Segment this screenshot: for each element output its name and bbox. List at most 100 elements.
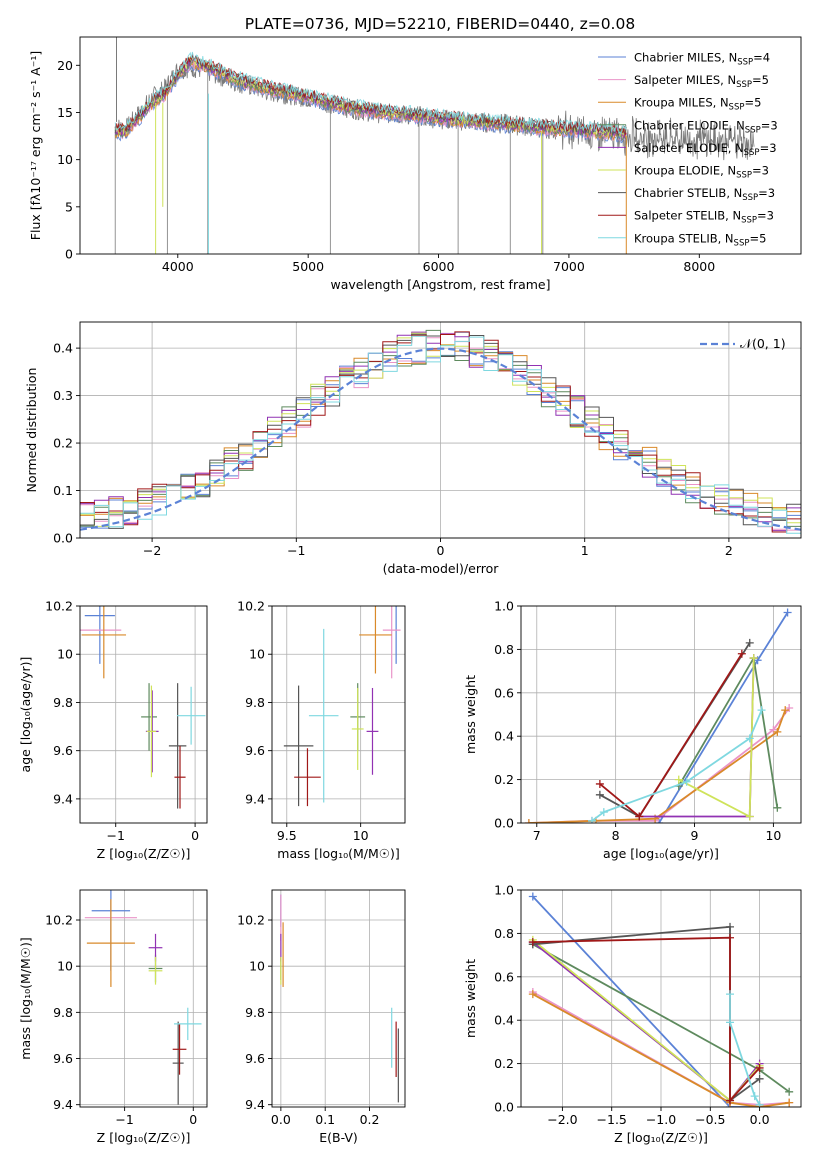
errorbar-point [146,685,157,778]
y-tick-label: 1.0 [494,599,514,614]
model-spectrum [114,51,627,136]
age-vs-metallicity-panel: −1 0 9.4 9.6 9.8 10 10.2 Z [log₁₀(Z/Z☉)] age [lo… [18,599,208,861]
axes-border [520,605,802,824]
y-tick-label: 10.2 [237,599,265,614]
x-tick-label: 6000 [423,259,455,274]
legend-entry: Chabrier ELODIE, NSSP=3 [634,118,778,135]
y-tick-label: 9.4 [245,791,265,806]
series-marker [755,1074,764,1083]
y-tick-label: 10 [249,959,265,974]
series-marker [745,734,754,743]
y-tick-label: 9.6 [245,1051,265,1066]
errorbar-point [81,606,127,679]
errorbar-point [176,686,206,745]
legend-entry: 𝒩(0, 1) [740,336,786,351]
weight-series [674,654,758,821]
legend-entry: Salpeter MILES, NSSP=5 [634,73,769,90]
plot-area [80,606,206,809]
series-marker [587,816,596,823]
y-tick-label: 0.2 [494,772,514,787]
weight-series [655,608,792,823]
y-tick-label: 9.8 [245,1005,265,1020]
y-tick-label: 20 [57,58,73,73]
y-tick-label: 10 [57,647,73,662]
gridlines [272,605,405,823]
y-tick-label: 9.4 [53,791,73,806]
y-tick-label: 0.0 [53,531,73,546]
y-axis-label: Flux [fλ10⁻¹⁷ erg cm⁻² s⁻¹ A⁻¹] [28,51,43,240]
series-line [658,612,789,823]
x-tick-label: 7000 [553,259,585,274]
y-tick-label: 5 [65,199,73,214]
axes-frame: −2.0 −1.5 −1.0 −0.5 0.0 0.0 0.2 0.4 0.6 0.8 1.0 Z [… [463,883,802,1145]
x-tick-label: 4000 [162,259,194,274]
x-tick-label: 0 [437,543,445,558]
y-tick-label: 0.4 [494,729,514,744]
age-vs-mass-panel: 9.5 10 9.4 9.6 9.8 10 10.2 mass [log₁₀(M/M☉)] [237,599,406,861]
x-axis-label: age [log₁₀(age/yr)] [603,846,719,861]
y-tick-label: 0.8 [494,642,514,657]
series-marker [785,1098,794,1107]
x-axis-label: Z [log₁₀(Z/Z☉)] [97,1130,191,1145]
errorbar-point [86,899,135,987]
axes-border [79,36,802,255]
y-tick-label: 0.0 [494,1100,514,1115]
x-tick-label: 7 [533,828,541,843]
y-tick-label: 9.4 [245,1097,265,1112]
x-axis-label: mass [log₁₀(M/M☉)] [277,846,399,861]
y-tick-label: 0.2 [494,1056,514,1071]
y-tick-label: 10 [249,647,265,662]
errorbar-point [308,628,339,803]
y-tick-label: 0.1 [53,483,73,498]
x-axis-label: (data-model)/error [383,561,500,576]
x-tick-label: 1 [581,543,589,558]
series-marker [750,1092,759,1101]
y-tick-label: 9.4 [53,1097,73,1112]
x-axis-label: E(B-V) [319,1130,358,1145]
axes-border [79,605,208,824]
x-tick-label: −2.0 [547,1112,577,1127]
series-line [599,642,751,818]
series-marker [528,990,537,999]
x-tick-label: 9.5 [277,828,297,843]
axes-border [271,889,406,1108]
y-tick-label: 9.8 [53,695,73,710]
y-tick-label: 10.2 [45,599,73,614]
x-axis-label: Z [log₁₀(Z/Z☉)] [614,1130,708,1145]
series-line [532,993,790,1107]
series-marker [745,812,754,821]
model-spectrum [114,55,627,137]
y-tick-label: 0.2 [53,436,73,451]
series-line [528,709,787,823]
series-marker [726,1018,735,1027]
x-tick-label: −0.5 [695,1112,725,1127]
x-tick-label: 0.0 [271,1112,291,1127]
x-tick-label: −1 [107,828,125,843]
y-axis-label: mass [log₁₀(M/M☉)] [18,937,33,1059]
y-tick-label: 0.4 [53,341,73,356]
weight-series [528,933,764,1105]
series-marker [757,706,766,715]
y-axis-label: mass weight [463,675,478,754]
series-marker [528,938,537,947]
x-tick-label: 10 [765,828,781,843]
y-tick-label: 15 [57,105,73,120]
series-marker [682,777,691,786]
y-tick-label: 1.0 [494,883,514,898]
weight-series [595,638,754,821]
plot-area [528,892,794,1107]
axes-frame: 7 8 9 10 0.0 0.2 0.4 0.6 0.8 1.0 age [log₁₀(age/yr… [463,599,802,861]
errorbar-point [141,683,157,751]
weight-series [528,938,764,1105]
axes-frame: 9.5 10 9.4 9.6 9.8 10 10.2 mass [log₁₀(M/M☉)] [237,599,406,861]
histogram-series [80,335,801,534]
plot-area [524,608,794,823]
plot-area [283,606,401,807]
gridlines [272,890,405,1107]
x-tick-label: 0 [189,1112,197,1127]
gridlines [80,890,207,1107]
series-line [599,653,743,818]
y-tick-label: 0.3 [53,388,73,403]
y-axis-label: mass weight [463,959,478,1038]
